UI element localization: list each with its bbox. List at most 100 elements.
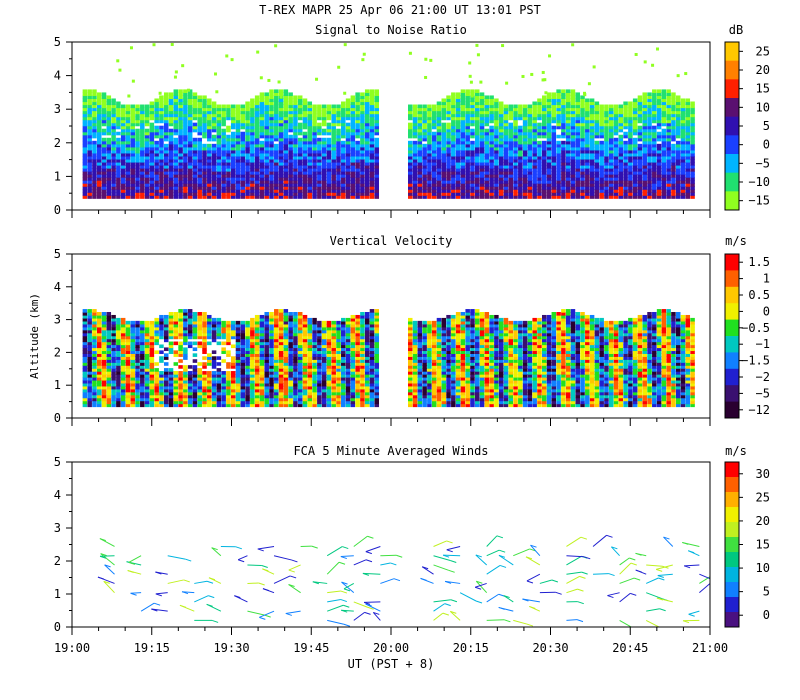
snr-field-cell	[412, 155, 418, 160]
snr-field-cell	[192, 140, 198, 145]
snr-field-cell	[369, 146, 375, 151]
snr-field-cell	[297, 186, 303, 190]
snr-field-cell	[144, 168, 150, 172]
snr-field-cell	[173, 152, 179, 157]
snr-field-cell	[594, 134, 600, 139]
vv-field-cell	[135, 385, 140, 390]
snr-field-cell	[408, 140, 413, 145]
snr-field-cell	[604, 131, 609, 136]
snr-field-cell	[106, 168, 112, 172]
snr-field-cell	[360, 98, 365, 103]
snr-field-cell	[116, 119, 121, 124]
vv-field-cell	[216, 379, 222, 384]
snr-field-cell	[140, 152, 145, 157]
vv-field-cell	[144, 382, 150, 387]
snr-field-cell	[221, 131, 226, 136]
snr-field-cell	[475, 189, 480, 193]
vv-field-cell	[149, 329, 155, 334]
snr-field-cell	[173, 149, 179, 154]
snr-field-cell	[575, 149, 580, 154]
snr-field-cell	[637, 168, 643, 172]
snr-field-cell	[652, 189, 657, 193]
vv-field-cell	[111, 385, 116, 390]
vv-field-cell	[154, 338, 159, 343]
vv-field-cell	[173, 320, 179, 325]
snr-field-cell	[312, 192, 317, 196]
snr-field-cell	[613, 110, 619, 115]
vv-field-cell	[96, 353, 102, 357]
snr-field-cell	[207, 107, 212, 112]
snr-field-cell	[264, 152, 269, 157]
snr-field-cell	[149, 146, 155, 151]
snr-field-cell	[656, 189, 662, 193]
vv-field-cell	[211, 385, 217, 390]
snr-field-cell	[355, 104, 360, 109]
vv-field-cell	[87, 374, 92, 378]
snr-field-cell	[345, 165, 351, 169]
snr-field-cell	[321, 107, 327, 112]
vv-field-cell	[183, 347, 188, 352]
snr-field-cell	[264, 171, 269, 175]
snr-field-cell	[293, 95, 298, 100]
snr-field-cell	[364, 95, 370, 100]
snr-field-cell	[312, 119, 317, 124]
snr-field-cell	[106, 192, 112, 196]
vv-field-cell	[211, 356, 217, 360]
snr-field-cell	[350, 168, 356, 172]
snr-field-cell	[494, 168, 499, 172]
snr-field-cell	[637, 146, 643, 151]
snr-field-cell	[259, 165, 265, 169]
snr-field-cell	[455, 137, 461, 142]
snr-field-cell	[178, 116, 183, 121]
snr-speck	[476, 53, 480, 57]
snr-field-cell	[183, 134, 188, 139]
snr-field-cell	[541, 125, 547, 130]
snr-field-cell	[187, 98, 193, 103]
snr-field-cell	[585, 125, 590, 130]
snr-field-cell	[628, 137, 633, 142]
snr-field-cell	[178, 143, 183, 148]
snr-field-cell	[345, 192, 351, 196]
snr-field-cell	[585, 101, 590, 106]
snr-field-cell	[264, 137, 269, 142]
snr-field-cell	[465, 192, 470, 196]
snr-field-cell	[307, 119, 313, 124]
snr-field-cell	[149, 180, 155, 184]
snr-field-cell	[551, 146, 557, 151]
snr-field-cell	[618, 192, 624, 196]
snr-field-cell	[580, 116, 585, 121]
snr-field-cell	[561, 107, 566, 112]
snr-field-cell	[235, 140, 241, 145]
snr-field-cell	[250, 101, 255, 106]
snr-field-cell	[183, 158, 188, 163]
snr-field-cell	[360, 113, 365, 118]
snr-field-cell	[278, 180, 284, 184]
snr-field-cell	[274, 174, 279, 178]
snr-field-cell	[326, 128, 332, 133]
snr-field-cell	[130, 189, 135, 193]
snr-field-cell	[498, 195, 504, 199]
snr-field-cell	[168, 149, 174, 154]
vv-field-cell	[125, 362, 131, 366]
snr-field-cell	[288, 171, 293, 175]
snr-field-cell	[125, 134, 131, 139]
vv-field-cell	[106, 323, 112, 328]
snr-field-cell	[135, 186, 140, 190]
snr-field-cell	[288, 155, 293, 160]
vv-field-cell	[154, 362, 159, 366]
snr-field-cell	[364, 137, 370, 142]
snr-field-cell	[656, 101, 662, 106]
snr-field-cell	[417, 177, 423, 181]
snr-field-cell	[154, 155, 159, 160]
snr-field-cell	[503, 180, 509, 184]
snr-field-cell	[503, 143, 509, 148]
snr-field-cell	[551, 107, 557, 112]
snr-field-cell	[680, 174, 686, 178]
snr-field-cell	[101, 131, 107, 136]
snr-speck	[118, 68, 122, 72]
snr-field-cell	[101, 192, 107, 196]
snr-field-cell	[589, 158, 595, 163]
vv-field-cell	[135, 341, 140, 346]
snr-field-cell	[82, 192, 88, 196]
snr-field-cell	[455, 165, 461, 169]
